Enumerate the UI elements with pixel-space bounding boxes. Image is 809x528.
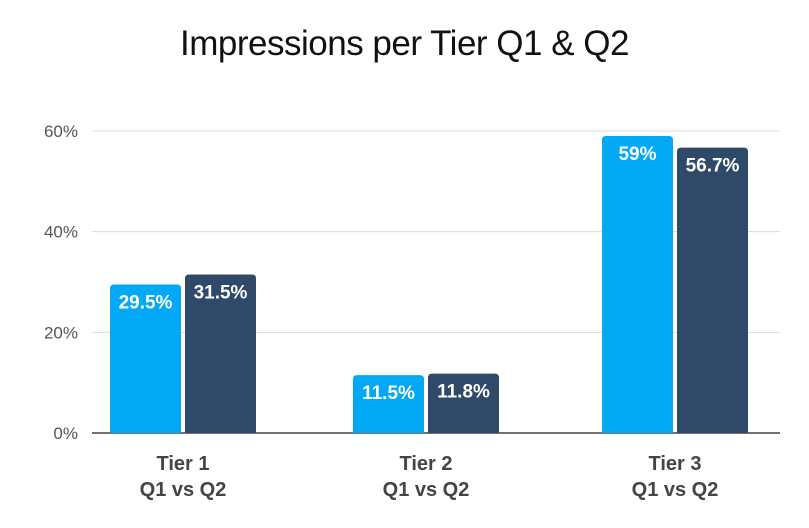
chart-title: Impressions per Tier Q1 & Q2 xyxy=(180,24,629,63)
y-tick-label: 60% xyxy=(44,122,78,141)
data-label: 29.5% xyxy=(119,293,173,314)
bar xyxy=(110,284,181,433)
bar xyxy=(428,373,499,433)
data-label: 11.8% xyxy=(437,382,490,403)
category-sublabel: Q1 vs Q2 xyxy=(632,479,719,501)
data-label: 56.7% xyxy=(686,156,740,177)
data-label: 59% xyxy=(618,144,656,165)
category-label: Tier 3 xyxy=(649,453,702,475)
category-label: Tier 2 xyxy=(400,453,453,475)
category-sublabel: Q1 vs Q2 xyxy=(383,479,470,501)
y-tick-label: 0% xyxy=(53,424,78,443)
data-label: 11.5% xyxy=(362,383,415,404)
bar xyxy=(353,375,424,433)
y-tick-label: 20% xyxy=(44,323,78,342)
category-label: Tier 1 xyxy=(157,453,210,475)
y-tick-label: 40% xyxy=(44,223,78,242)
data-label: 31.5% xyxy=(194,282,248,303)
bar xyxy=(602,136,673,434)
bar xyxy=(185,274,256,433)
category-sublabel: Q1 vs Q2 xyxy=(140,479,227,501)
bar xyxy=(677,147,748,434)
